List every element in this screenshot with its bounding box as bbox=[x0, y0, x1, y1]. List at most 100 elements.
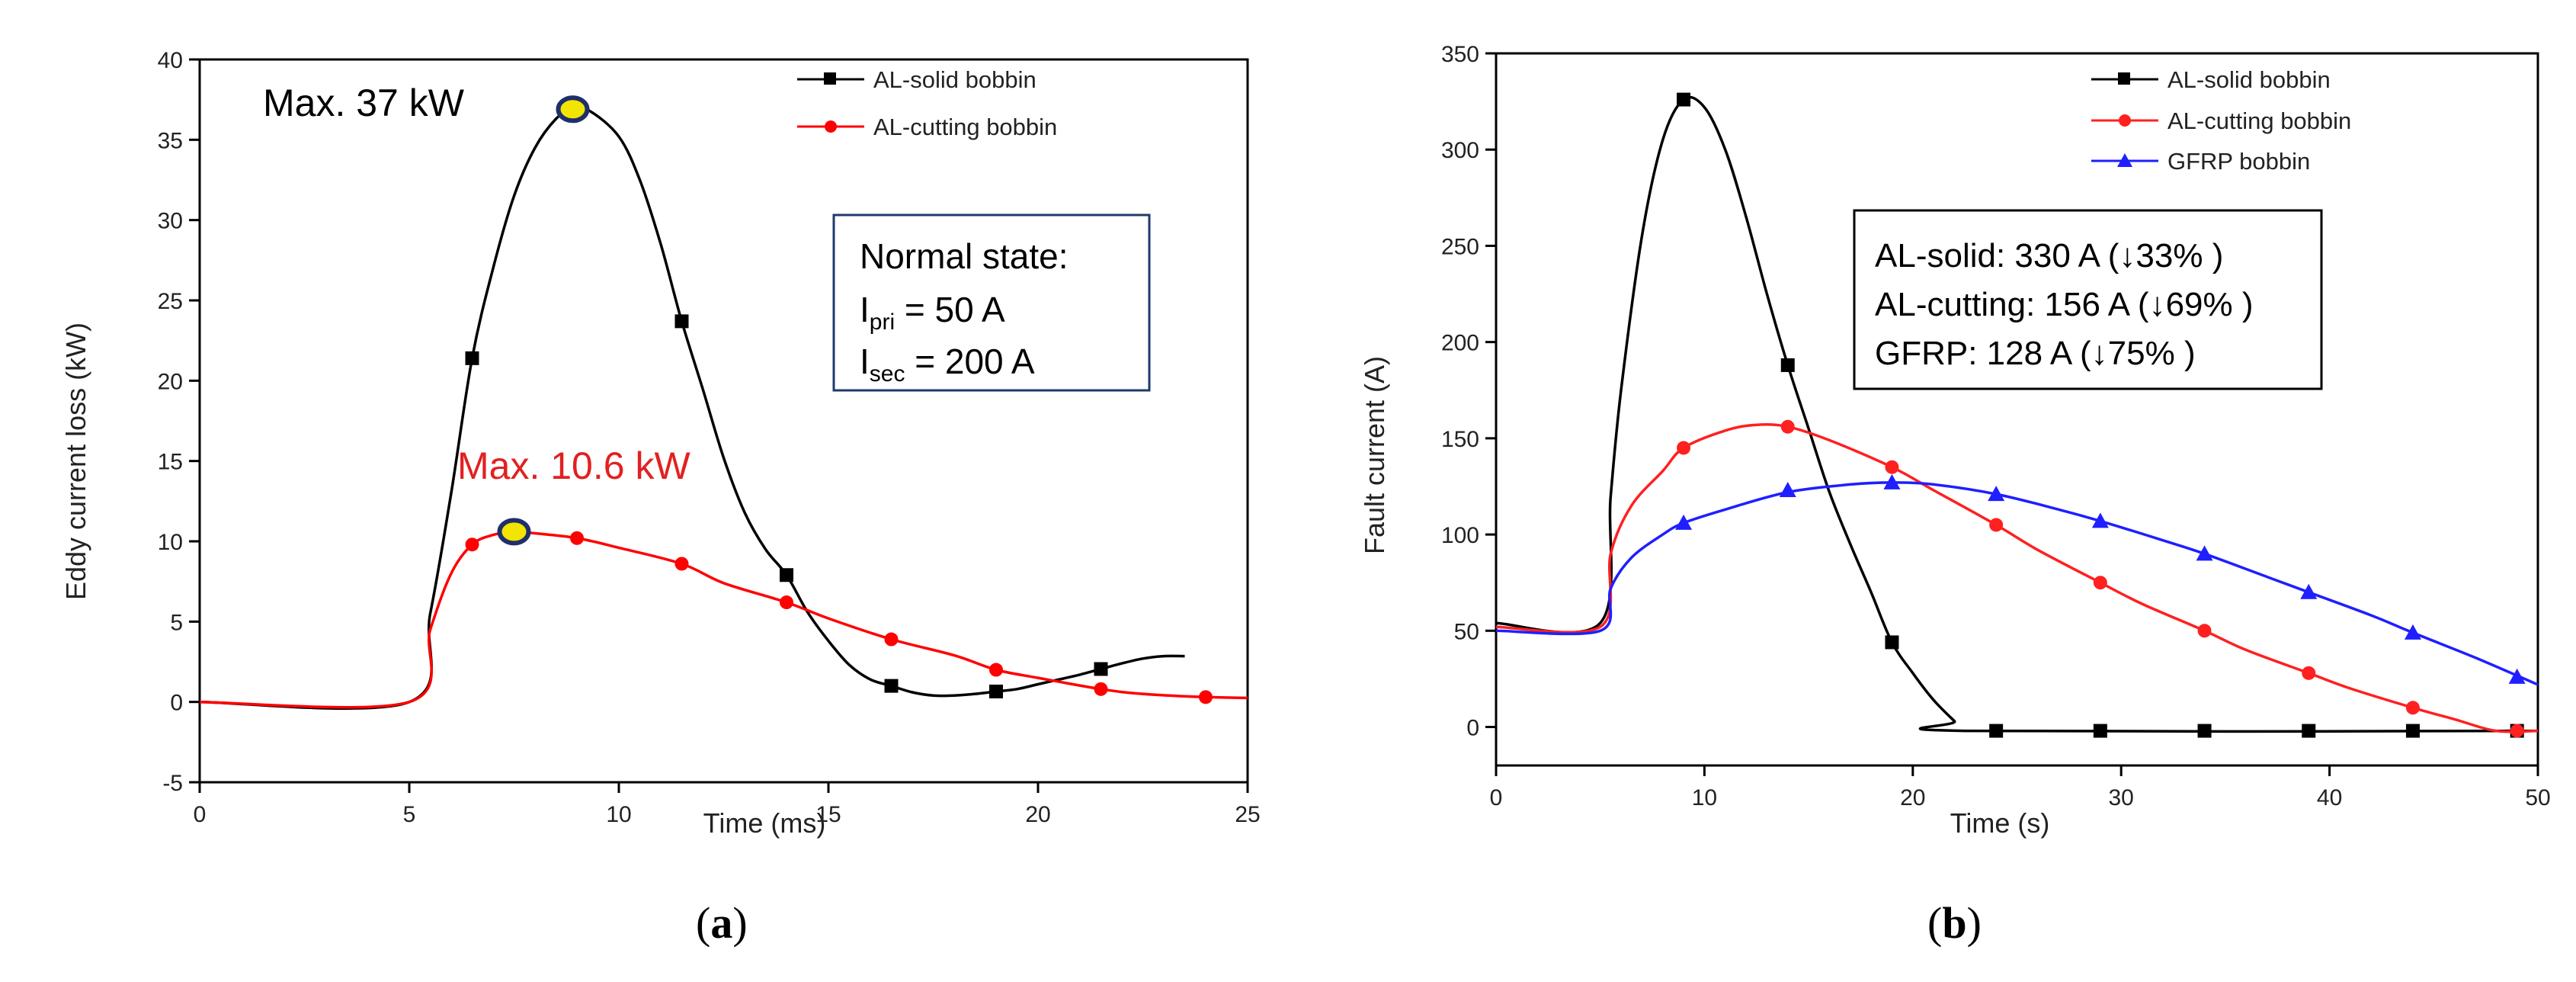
chart-b-y-tick-label: 200 bbox=[1441, 331, 1479, 356]
chart-b-series-2-point bbox=[1779, 482, 1796, 498]
chart-a-series-1-point bbox=[1199, 690, 1213, 704]
chart-b-series-1-point bbox=[2197, 624, 2212, 638]
chart-a-series-0-point bbox=[465, 351, 479, 365]
chart-a-y-tick-label: 35 bbox=[158, 128, 183, 153]
legend-a-label-cutting: AL-cutting bobbin bbox=[873, 114, 1057, 140]
chart-b-y-tick-label: 350 bbox=[1441, 42, 1479, 67]
chart-b-y-axis-label: Fault current (A) bbox=[1359, 356, 1390, 554]
chart-b-x-tick-label: 0 bbox=[1490, 785, 1503, 810]
chart-b: 0 10 20 30 40 50 0 50 100 150 200 250 300 350 AL-soli… bbox=[1359, 42, 2551, 948]
chart-a-max-highlight-1 bbox=[497, 518, 531, 546]
chart-a-legend: AL-solid bobbin AL-cutting bobbin bbox=[797, 66, 1057, 140]
chart-b-y-tick-label: 300 bbox=[1441, 138, 1479, 163]
chart-b-y-tick-label: 100 bbox=[1441, 523, 1479, 548]
chart-a-textbox-ipri: Ipri = 50 A bbox=[860, 290, 1005, 335]
chart-a-y-tick-label: 30 bbox=[158, 209, 183, 234]
legend-a-marker-solid bbox=[824, 72, 836, 85]
chart-b-series-0-point bbox=[2197, 724, 2212, 738]
chart-b-axes: 0 10 20 30 40 50 0 50 100 150 200 250 300 350 bbox=[1441, 42, 2551, 810]
chart-a-plot-frame bbox=[198, 58, 1249, 784]
legend-a-label-solid: AL-solid bobbin bbox=[873, 66, 1036, 93]
chart-b-x-tick-label: 30 bbox=[2109, 785, 2134, 810]
chart-b-series-2-point bbox=[1988, 486, 2005, 502]
chart-a-y-tick-label: 15 bbox=[158, 450, 183, 475]
chart-b-series-2-point bbox=[2404, 624, 2421, 640]
chart-b-textbox: AL-solid: 330 A (↓33% ) AL-cutting: 156 … bbox=[1853, 209, 2323, 390]
chart-b-x-axis-label: Time (s) bbox=[1950, 807, 2050, 839]
chart-a-y-tick-label: 40 bbox=[158, 48, 183, 73]
chart-a-x-tick-label: 15 bbox=[815, 802, 841, 827]
legend-b-marker-gfrp bbox=[2117, 153, 2132, 167]
chart-a-series-1-point bbox=[674, 557, 689, 571]
chart-b-series bbox=[1495, 92, 2539, 738]
chart-b-textbox-line1: AL-solid: 330 A (↓33% ) bbox=[1875, 237, 2223, 274]
chart-a-y-axis-label: Eddy current loss (kW) bbox=[60, 323, 91, 600]
chart-a-max-cutting-label: Max. 10.6 kW bbox=[457, 444, 690, 487]
chart-a-series-1-point bbox=[884, 632, 899, 647]
chart-b-series-1-point bbox=[1677, 441, 1691, 455]
chart-a-x-axis-label: Time (ms) bbox=[703, 807, 826, 839]
chart-a-y-tick-label: 10 bbox=[158, 530, 183, 555]
chart-b-series-0-point bbox=[2405, 724, 2420, 738]
chart-b-series-line-1 bbox=[1495, 423, 2539, 733]
chart-b-series-1-point bbox=[2093, 576, 2107, 590]
chart-b-textbox-line2: AL-cutting: 156 A (↓69% ) bbox=[1875, 286, 2254, 323]
chart-b-series-1-point bbox=[2510, 724, 2524, 738]
chart-b-series-1-point bbox=[2302, 666, 2316, 680]
legend-a-marker-cutting bbox=[825, 120, 837, 133]
chart-a-textbox-title: Normal state: bbox=[860, 236, 1069, 276]
chart-b-series-1-point bbox=[1780, 419, 1795, 434]
chart-a-x-tick-label: 10 bbox=[606, 802, 631, 827]
chart-a-series-1-point bbox=[989, 663, 1003, 677]
chart-b-series-0-point bbox=[2093, 724, 2107, 738]
chart-a-axes: 0 5 10 15 20 25 -5 0 5 10 15 20 25 30 35 40 bbox=[158, 48, 1261, 827]
chart-b-series-1-point bbox=[1989, 518, 2004, 532]
chart-b-series-line-0 bbox=[1495, 95, 2539, 733]
chart-a-annotations: Max. 37 kW Max. 10.6 kW bbox=[263, 82, 690, 487]
chart-b-series-2-point bbox=[1883, 473, 1901, 489]
chart-b-series-2-point bbox=[2091, 512, 2109, 528]
chart-b-x-tick-label: 40 bbox=[2317, 785, 2342, 810]
chart-a-textbox-frame bbox=[832, 213, 1151, 392]
chart-a-series-0-point bbox=[884, 679, 899, 693]
chart-b-x-tick-label: 20 bbox=[1900, 785, 1925, 810]
legend-b-label-cutting: AL-cutting bobbin bbox=[2167, 108, 2351, 134]
chart-a-series bbox=[199, 95, 1248, 711]
legend-b-label-solid: AL-solid bobbin bbox=[2167, 66, 2331, 93]
legend-b-marker-solid bbox=[2118, 72, 2130, 85]
chart-b-series-line-2 bbox=[1495, 481, 2539, 686]
chart-a-max-solid-label: Max. 37 kW bbox=[263, 82, 465, 124]
chart-a-series-1-point bbox=[465, 538, 479, 552]
chart-b-series-0-point bbox=[1989, 724, 2004, 738]
chart-a-series-0-point bbox=[780, 568, 793, 582]
chart-b-textbox-frame bbox=[1853, 209, 2323, 390]
chart-a-max-highlight-0 bbox=[556, 95, 590, 124]
chart-b-series-0-point bbox=[2302, 724, 2316, 738]
chart-a-y-tick-label: 5 bbox=[170, 610, 183, 635]
chart-a-series-0-point bbox=[989, 684, 1003, 698]
chart-b-series-0-point bbox=[1780, 358, 1795, 372]
chart-a-series-1-point bbox=[780, 595, 793, 610]
chart-b-x-tick-label: 10 bbox=[1692, 785, 1717, 810]
chart-b-series-1-point bbox=[2405, 701, 2420, 715]
chart-a-x-tick-label: 5 bbox=[403, 802, 416, 827]
chart-a-textbox: Normal state: Ipri = 50 A Isec = 200 A bbox=[832, 213, 1151, 392]
chart-b-series-2-point bbox=[2508, 668, 2526, 684]
chart-a-x-tick-label: 0 bbox=[194, 802, 207, 827]
chart-b-series-0-point bbox=[1677, 92, 1691, 107]
chart-a-series-0-point bbox=[1094, 662, 1108, 676]
chart-a-y-tick-label: 25 bbox=[158, 289, 183, 314]
chart-a-y-tick-label: 20 bbox=[158, 369, 183, 394]
chart-b-y-tick-label: 150 bbox=[1441, 427, 1479, 452]
chart-a-y-tick-label: -5 bbox=[162, 771, 183, 796]
chart-b-series-2-point bbox=[2300, 583, 2318, 599]
chart-b-caption: (b) bbox=[1927, 898, 1982, 948]
chart-b-x-tick-label: 50 bbox=[2525, 785, 2550, 810]
chart-a-series-1-point bbox=[1094, 682, 1108, 696]
chart-a: 0 5 10 15 20 25 -5 0 5 10 15 20 25 30 35 40 Max. 37 kW … bbox=[60, 48, 1261, 948]
chart-a-x-tick-label: 25 bbox=[1235, 802, 1260, 827]
chart-a-series-line-0 bbox=[199, 106, 1185, 711]
chart-a-caption: (a) bbox=[696, 898, 748, 948]
